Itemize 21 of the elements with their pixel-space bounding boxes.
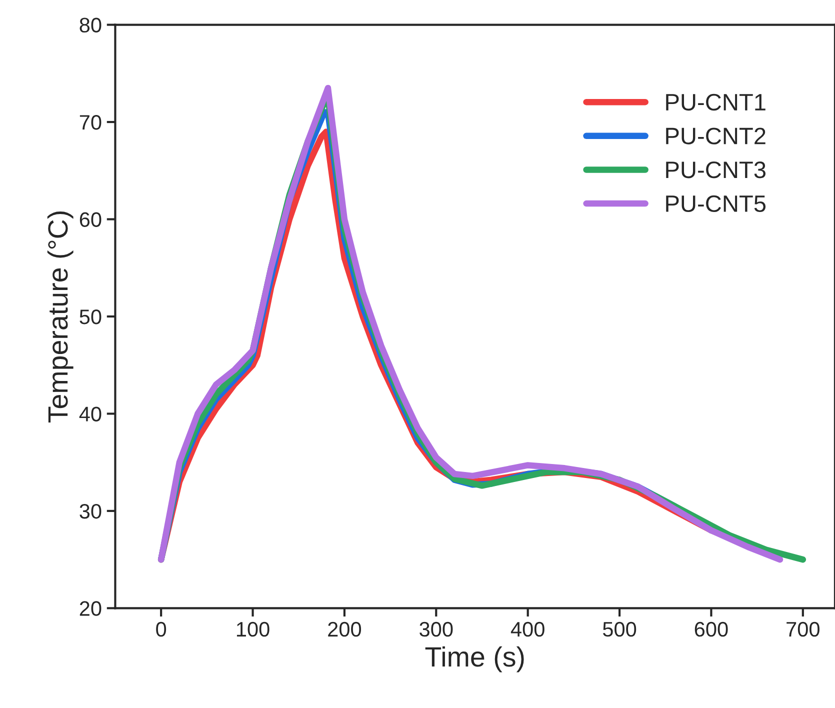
legend-label: PU-CNT3 [666,162,766,178]
y-axis-title: Temperature (°C) [47,212,74,422]
x-tick-label: 0 [156,622,166,637]
x-tick-label: 700 [786,622,820,637]
y-tick-label: 80 [80,18,102,33]
legend-label: PU-CNT2 [666,128,766,144]
y-tick-label: 40 [79,406,102,422]
x-tick-label: 500 [602,622,636,637]
y-tick-label: 20 [80,601,102,616]
x-tick-label: 300 [420,622,453,637]
y-tick-label: 30 [80,504,102,519]
y-tick-label: 70 [80,115,102,130]
x-axis-title: Time (s) [425,646,524,672]
x-tick-label: 100 [236,622,270,637]
y-tick-label: 50 [80,309,102,324]
y-tick-label: 60 [80,212,102,227]
legend-label: PU-CNT1 [666,94,766,111]
x-tick-label: 600 [694,622,728,637]
x-tick-label: 400 [510,622,544,637]
legend-label: PU-CNT5 [666,195,766,212]
x-tick-label: 200 [328,622,362,637]
